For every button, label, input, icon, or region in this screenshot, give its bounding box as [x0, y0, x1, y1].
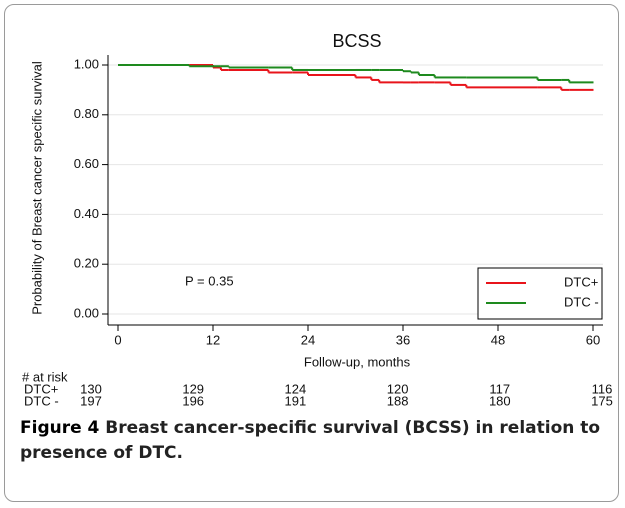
risk-count: 197 [80, 393, 102, 408]
chart: BCSS Probability of Breast cancer specif… [22, 31, 613, 409]
risk-title: # at risk [22, 369, 68, 384]
y-tick-label: 0.80 [74, 106, 99, 121]
annotation: P = 0.35 [185, 273, 234, 288]
y-axis-label: Probability of Breast cancer specific su… [29, 61, 44, 315]
risk-count: 191 [285, 393, 307, 408]
risk-count: 120 [387, 381, 409, 396]
risk-row-name: DTC+ [24, 381, 58, 396]
y-tick-label: 0.60 [74, 156, 99, 171]
y-tick-label: 1.00 [74, 56, 99, 71]
x-tick-label: 12 [206, 332, 220, 347]
risk-count: 129 [182, 381, 204, 396]
risk-count: 124 [285, 381, 307, 396]
y-tick-label: 0.20 [74, 256, 99, 271]
x-tick-label: 24 [301, 332, 315, 347]
legend-label: DTC - [564, 294, 599, 309]
caption: Figure 4 Breast cancer-specific survival… [20, 416, 610, 466]
legend-label: DTC+ [564, 274, 598, 289]
risk-count: 175 [591, 393, 613, 408]
x-tick-label: 60 [586, 332, 600, 347]
risk-count: 130 [80, 381, 102, 396]
risk-count: 196 [182, 393, 204, 408]
legend-box [477, 267, 603, 320]
y-tick-label: 0.00 [74, 305, 99, 320]
caption-text: Breast cancer-specific survival (BCSS) i… [20, 418, 601, 463]
x-axis-label: Follow-up, months [304, 354, 411, 369]
frame [4, 4, 619, 502]
chart-title: BCSS [332, 31, 381, 51]
risk-count: 188 [387, 393, 409, 408]
risk-row-name: DTC - [24, 393, 59, 408]
x-tick-label: 0 [114, 332, 121, 347]
y-tick-label: 0.40 [74, 206, 99, 221]
risk-count: 116 [592, 381, 613, 396]
risk-count: 180 [489, 393, 511, 408]
risk-count: 117 [489, 381, 510, 396]
x-tick-label: 48 [491, 332, 505, 347]
x-tick-label: 36 [396, 332, 410, 347]
caption-label: Figure 4 [20, 418, 100, 438]
